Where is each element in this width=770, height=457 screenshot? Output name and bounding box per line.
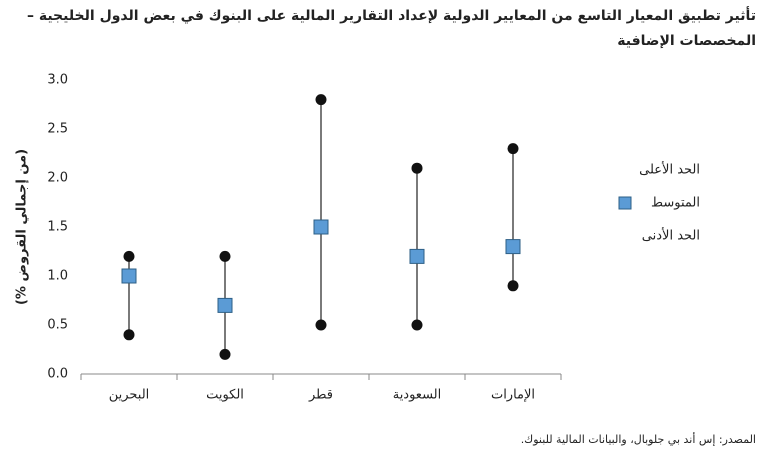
y-tick-label: 2.5 bbox=[47, 122, 68, 137]
x-tick-label: السعودية bbox=[393, 388, 442, 403]
x-tick-label: قطر bbox=[308, 388, 333, 403]
point-marker bbox=[219, 250, 231, 262]
point-marker bbox=[315, 319, 327, 331]
mean-marker bbox=[313, 219, 329, 235]
point-marker bbox=[315, 94, 327, 106]
y-tick-label: 1.0 bbox=[47, 269, 68, 284]
point-marker bbox=[219, 348, 231, 360]
y-axis-label: (% من إجمالي القروض) bbox=[15, 149, 30, 305]
point-marker bbox=[507, 143, 519, 155]
x-tick-label: الإمارات bbox=[491, 388, 535, 403]
source-note: المصدر: إس أند بي جلوبال، والبيانات الما… bbox=[520, 433, 756, 446]
legend-label: الحد الأدنى bbox=[642, 227, 700, 244]
mean-marker bbox=[121, 268, 137, 284]
y-tick-label: 3.0 bbox=[47, 73, 68, 88]
legend-marker bbox=[618, 196, 632, 210]
x-tick-label: البحرين bbox=[109, 388, 150, 403]
point-marker bbox=[411, 319, 423, 331]
mean-marker bbox=[217, 297, 233, 313]
mean-marker bbox=[505, 239, 521, 255]
legend-label: المتوسط bbox=[651, 196, 700, 211]
point-marker bbox=[123, 329, 135, 341]
point-marker bbox=[411, 162, 423, 174]
point-marker bbox=[507, 280, 519, 292]
y-tick-label: 2.0 bbox=[47, 171, 68, 186]
legend-label: الحد الأعلى bbox=[639, 161, 700, 178]
mean-marker bbox=[409, 248, 425, 264]
point-marker bbox=[123, 250, 135, 262]
chart-title: تأثير تطبيق المعيار التاسع من المعايير ا… bbox=[26, 8, 756, 49]
y-tick-label: 1.5 bbox=[47, 220, 68, 235]
x-tick-label: الكويت bbox=[206, 388, 244, 403]
y-tick-label: 0.0 bbox=[47, 367, 68, 382]
y-tick-label: 0.5 bbox=[47, 318, 68, 333]
